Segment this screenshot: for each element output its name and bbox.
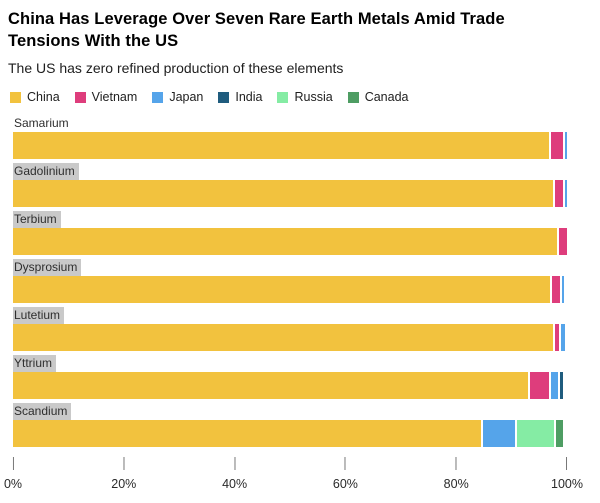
chart-title: China Has Leverage Over Seven Rare Earth… [8, 10, 505, 50]
legend-label: Russia [294, 90, 333, 104]
category-label-lutetium: Lutetium [13, 307, 65, 324]
category-label-row: Lutetium [13, 306, 592, 324]
legend-item-canada: Canada [347, 90, 409, 104]
category-label-samarium: Samarium [14, 116, 69, 130]
legend-item-japan: Japan [152, 90, 203, 104]
x-tick-label: 20% [111, 477, 137, 491]
bar-segment-yttrium-japan [549, 372, 559, 399]
x-tick-label: 80% [443, 477, 469, 491]
bar-segment-scandium-russia [515, 420, 555, 447]
legend-item-vietnam: Vietnam [74, 90, 138, 104]
x-tick-mark [234, 457, 236, 470]
x-tick-mark [123, 457, 125, 470]
x-tick-60: 60% [333, 457, 358, 491]
bar-segment-gadolinium-japan [562, 180, 567, 207]
x-tick-mark [12, 457, 14, 470]
x-tick-80: 80% [444, 457, 469, 491]
legend-label: China [27, 90, 60, 104]
legend: China Vietnam Japan India Russia Canada [10, 90, 592, 104]
category-label-terbium: Terbium [13, 211, 61, 228]
x-tick-20: 20% [111, 457, 136, 491]
legend-label: Canada [364, 90, 409, 104]
russia-swatch-icon [277, 91, 289, 103]
bar-segment-dysprosium-china [13, 276, 551, 303]
x-tick-mark [344, 457, 346, 470]
bar-segment-gadolinium-china [13, 180, 554, 207]
bar-segment-yttrium-vietnam [528, 372, 550, 399]
bar-groups: Samarium Gadolinium Terbium Dysprosium Lutet… [8, 114, 592, 447]
category-label-row: Dysprosium [13, 258, 592, 276]
bar-group-samarium: Samarium [8, 114, 592, 159]
x-tick-label: 0% [3, 477, 23, 491]
bar-segment-samarium-china [13, 132, 550, 159]
x-tick-mark [566, 457, 568, 470]
bar-samarium [13, 132, 567, 159]
chart-subtitle: The US has zero refined production of th… [8, 60, 344, 76]
bar-group-dysprosium: Dysprosium [8, 258, 592, 303]
category-label-row: Scandium [13, 402, 592, 420]
category-label-dysprosium: Dysprosium [13, 259, 82, 276]
category-label-yttrium: Yttrium [13, 355, 57, 372]
bar-segment-lutetium-vietnam [553, 324, 559, 351]
x-tick-label: 100% [551, 477, 583, 491]
bar-segment-dysprosium-japan [560, 276, 565, 303]
category-label-row: Yttrium [13, 354, 592, 372]
bar-group-yttrium: Yttrium [8, 354, 592, 399]
legend-label: India [235, 90, 263, 104]
bar-segment-yttrium-india [558, 372, 563, 399]
bar-segment-samarium-vietnam [549, 132, 563, 159]
x-tick-mark [455, 457, 457, 470]
category-label-row: Samarium [13, 114, 592, 131]
bar-yttrium [13, 372, 567, 399]
category-label-row: Terbium [13, 210, 592, 228]
japan-swatch-icon [152, 91, 164, 103]
bar-terbium [13, 228, 567, 255]
bar-segment-samarium-japan [562, 132, 567, 159]
legend-item-russia: Russia [277, 90, 333, 104]
bar-segment-dysprosium-vietnam [550, 276, 561, 303]
legend-label: Japan [169, 90, 204, 104]
bar-segment-scandium-china [13, 420, 481, 447]
bar-lutetium [13, 324, 567, 351]
legend-item-china: China [10, 90, 60, 104]
category-label-row: Gadolinium [13, 162, 592, 180]
bar-group-gadolinium: Gadolinium [8, 162, 592, 207]
bar-segment-lutetium-japan [558, 324, 566, 351]
x-axis: 0% 20% 40% 60% 80% 100% [4, 457, 583, 502]
x-tick-100: 100% [551, 457, 583, 491]
category-label-gadolinium: Gadolinium [13, 163, 79, 180]
bar-scandium [13, 420, 567, 447]
canada-swatch-icon [347, 91, 359, 103]
x-tick-label: 60% [332, 477, 358, 491]
bar-segment-yttrium-china [13, 372, 529, 399]
bar-group-lutetium: Lutetium [8, 306, 592, 351]
bar-group-terbium: Terbium [8, 210, 592, 255]
bar-segment-scandium-canada [554, 420, 563, 447]
bar-segment-scandium-japan [480, 420, 516, 447]
legend-item-india: India [218, 90, 262, 104]
vietnam-swatch-icon [74, 91, 86, 103]
bar-gadolinium [13, 180, 567, 207]
india-swatch-icon [218, 91, 230, 103]
category-label-scandium: Scandium [13, 403, 72, 420]
legend-label: Vietnam [91, 90, 138, 104]
bar-segment-terbium-china [13, 228, 558, 255]
x-tick-0: 0% [4, 457, 22, 491]
bar-segment-gadolinium-vietnam [553, 180, 563, 207]
x-tick-label: 40% [222, 477, 248, 491]
bar-segment-terbium-vietnam [557, 228, 567, 255]
x-tick-40: 40% [222, 457, 247, 491]
bar-dysprosium [13, 276, 567, 303]
bar-segment-lutetium-china [13, 324, 554, 351]
bar-group-scandium: Scandium [8, 402, 592, 447]
china-swatch-icon [10, 91, 21, 103]
